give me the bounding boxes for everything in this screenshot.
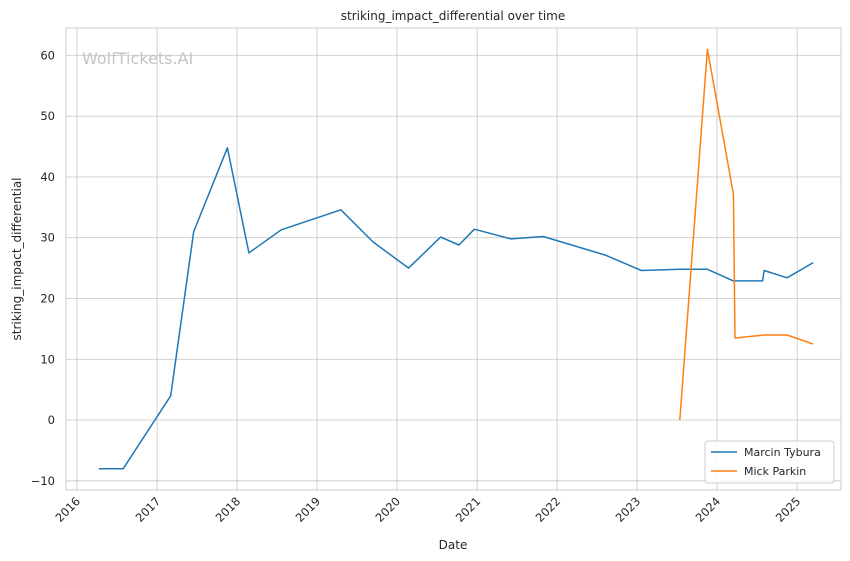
y-tick-label: 30 bbox=[40, 231, 55, 245]
x-tick-label: 2021 bbox=[453, 494, 484, 525]
x-tick-label: 2017 bbox=[133, 494, 164, 525]
x-tick-label: 2018 bbox=[213, 494, 244, 525]
y-tick-label: 0 bbox=[48, 413, 55, 427]
x-tick-label: 2025 bbox=[773, 494, 804, 525]
legend-box bbox=[704, 440, 835, 484]
x-axis-label: Date bbox=[439, 538, 468, 552]
series-layer bbox=[98, 48, 814, 470]
y-tick-label: 40 bbox=[40, 170, 55, 184]
x-tick-label: 2024 bbox=[693, 494, 724, 525]
x-ticks: 2016 2017 2018 2019 2020 2021 2022 2023 2024 2025 bbox=[52, 494, 803, 525]
plot-frame bbox=[65, 27, 842, 491]
x-tick-label: 2022 bbox=[533, 494, 564, 525]
legend-label-marcin-tybura: Marcin Tybura bbox=[744, 446, 821, 459]
y-tick-label: 50 bbox=[40, 109, 55, 123]
chart-title: striking_impact_differential over time bbox=[341, 9, 566, 23]
x-tick-label: 2019 bbox=[293, 494, 324, 525]
x-tick-label: 2016 bbox=[52, 494, 83, 525]
y-tick-label: −10 bbox=[31, 474, 55, 488]
y-tick-label: 10 bbox=[40, 352, 55, 366]
series-line-mick-parkin bbox=[679, 48, 814, 421]
x-tick-label: 2023 bbox=[613, 494, 644, 525]
legend: Marcin Tybura Mick Parkin bbox=[704, 440, 835, 484]
series-line-marcin-tybura bbox=[98, 147, 814, 470]
x-tick-label: 2020 bbox=[373, 494, 404, 525]
y-ticks: −10 0 10 20 30 40 50 60 bbox=[31, 48, 55, 488]
y-tick-label: 60 bbox=[40, 48, 55, 62]
watermark: WolfTickets.AI bbox=[82, 49, 193, 68]
y-axis-label: striking_impact_differential bbox=[10, 177, 24, 340]
grid bbox=[66, 28, 841, 490]
legend-label-mick-parkin: Mick Parkin bbox=[744, 465, 806, 478]
y-tick-label: 20 bbox=[40, 292, 55, 306]
